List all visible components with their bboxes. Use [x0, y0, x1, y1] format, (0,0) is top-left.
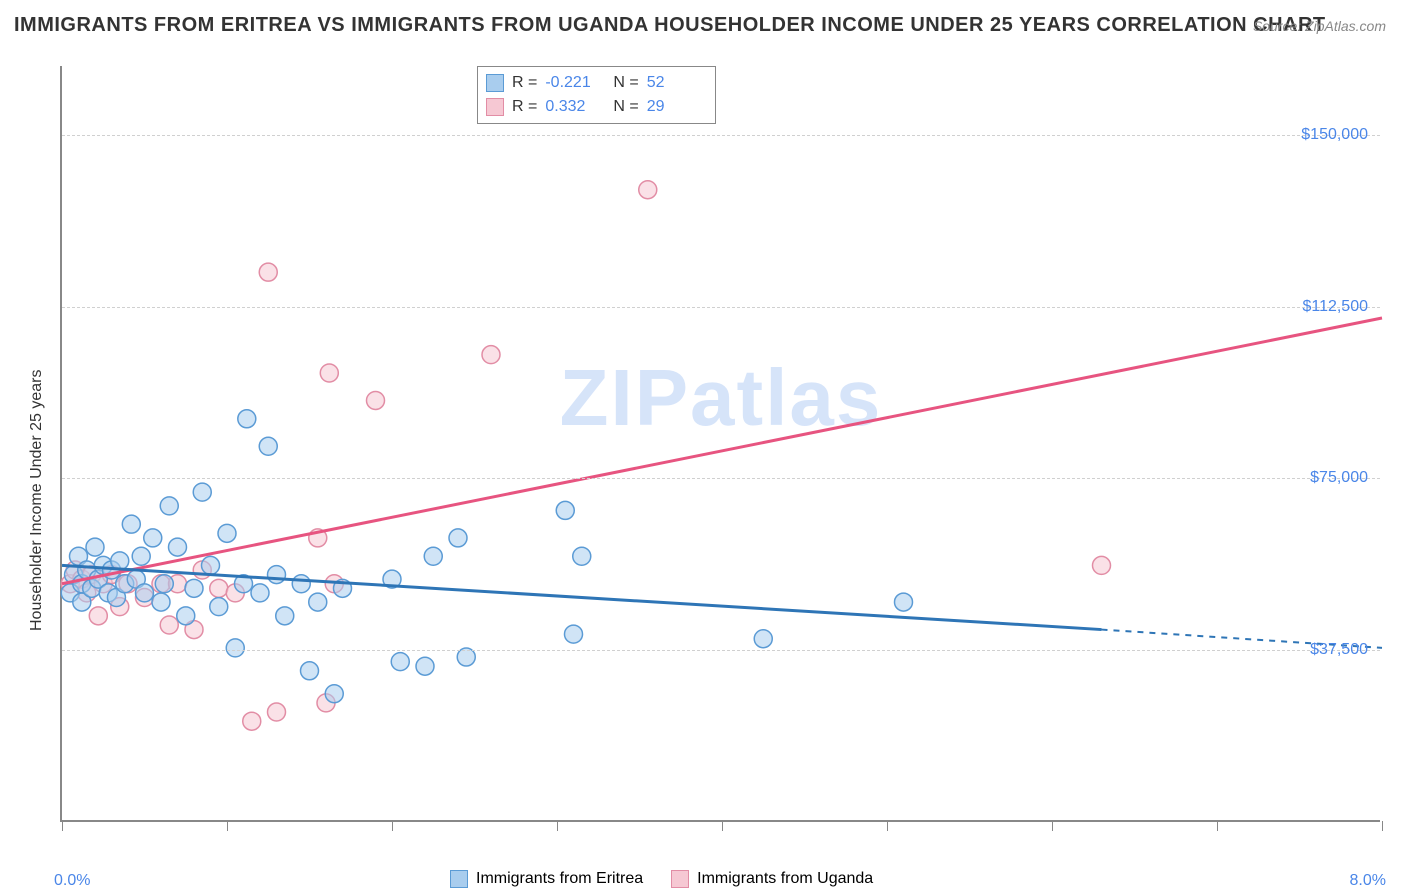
scatter-point — [122, 515, 140, 533]
x-tick-mark — [62, 821, 63, 831]
x-tick-mark — [1052, 821, 1053, 831]
x-axis-max-label: 8.0% — [1350, 872, 1386, 890]
legend-row-b: R = 0.332 N = 29 — [486, 95, 707, 119]
r-value-b: 0.332 — [545, 98, 605, 116]
legend-series: Immigrants from Eritrea Immigrants from … — [450, 870, 873, 888]
y-tick-label: $150,000 — [1301, 126, 1368, 144]
swatch-b-icon — [671, 870, 689, 888]
r-label-b: R = — [512, 98, 537, 116]
y-axis-label: Householder Income Under 25 years — [28, 370, 46, 631]
plot-area: ZIPatlas R = -0.221 N = 52 R = 0.332 N =… — [60, 66, 1380, 822]
scatter-point — [251, 584, 269, 602]
grid-line — [62, 478, 1380, 479]
swatch-b-icon — [486, 98, 504, 116]
n-value-b: 29 — [647, 98, 707, 116]
scatter-point — [754, 630, 772, 648]
scatter-point — [243, 712, 261, 730]
y-tick-label: $37,500 — [1310, 641, 1368, 659]
scatter-point — [210, 579, 228, 597]
scatter-point — [226, 639, 244, 657]
scatter-point — [367, 391, 385, 409]
scatter-point — [238, 410, 256, 428]
scatter-point — [169, 538, 187, 556]
scatter-point — [86, 538, 104, 556]
scatter-point — [152, 593, 170, 611]
legend-label-b: Immigrants from Uganda — [697, 870, 873, 888]
x-tick-mark — [227, 821, 228, 831]
y-tick-label: $75,000 — [1310, 469, 1368, 487]
scatter-point — [424, 547, 442, 565]
r-value-a: -0.221 — [545, 74, 605, 92]
legend-item-b: Immigrants from Uganda — [671, 870, 873, 888]
x-tick-mark — [1382, 821, 1383, 831]
r-label-a: R = — [512, 74, 537, 92]
scatter-point — [160, 616, 178, 634]
grid-line — [62, 135, 1380, 136]
legend-item-a: Immigrants from Eritrea — [450, 870, 643, 888]
scatter-point — [136, 584, 154, 602]
scatter-point — [309, 593, 327, 611]
scatter-point — [325, 685, 343, 703]
scatter-point — [193, 483, 211, 501]
scatter-point — [89, 607, 107, 625]
scatter-point — [268, 566, 286, 584]
scatter-point — [639, 181, 657, 199]
scatter-point — [259, 263, 277, 281]
scatter-point — [259, 437, 277, 455]
scatter-point — [185, 579, 203, 597]
scatter-point — [391, 653, 409, 671]
x-tick-mark — [1217, 821, 1218, 831]
scatter-point — [144, 529, 162, 547]
scatter-point — [160, 497, 178, 515]
swatch-a-icon — [486, 74, 504, 92]
chart-title: IMMIGRANTS FROM ERITREA VS IMMIGRANTS FR… — [14, 14, 1326, 37]
n-label-b: N = — [613, 98, 638, 116]
grid-line — [62, 307, 1380, 308]
scatter-point — [155, 575, 173, 593]
scatter-point — [416, 657, 434, 675]
scatter-point — [565, 625, 583, 643]
scatter-point — [132, 547, 150, 565]
x-tick-mark — [557, 821, 558, 831]
y-tick-label: $112,500 — [1302, 298, 1368, 316]
scatter-point — [482, 346, 500, 364]
scatter-point — [292, 575, 310, 593]
swatch-a-icon — [450, 870, 468, 888]
scatter-point — [210, 598, 228, 616]
chart-svg — [62, 66, 1380, 820]
scatter-point — [268, 703, 286, 721]
legend-correlation: R = -0.221 N = 52 R = 0.332 N = 29 — [477, 66, 716, 124]
scatter-point — [320, 364, 338, 382]
scatter-point — [449, 529, 467, 547]
scatter-point — [895, 593, 913, 611]
scatter-point — [1093, 556, 1111, 574]
scatter-point — [556, 501, 574, 519]
n-label-a: N = — [613, 74, 638, 92]
x-tick-mark — [887, 821, 888, 831]
scatter-point — [202, 556, 220, 574]
scatter-point — [301, 662, 319, 680]
x-tick-mark — [722, 821, 723, 831]
grid-line — [62, 650, 1380, 651]
scatter-point — [177, 607, 195, 625]
scatter-point — [218, 524, 236, 542]
source-label: Source: ZipAtlas.com — [1253, 18, 1386, 34]
x-axis-min-label: 0.0% — [54, 872, 90, 890]
n-value-a: 52 — [647, 74, 707, 92]
legend-row-a: R = -0.221 N = 52 — [486, 71, 707, 95]
scatter-point — [573, 547, 591, 565]
scatter-point — [276, 607, 294, 625]
legend-label-a: Immigrants from Eritrea — [476, 870, 643, 888]
x-tick-mark — [392, 821, 393, 831]
